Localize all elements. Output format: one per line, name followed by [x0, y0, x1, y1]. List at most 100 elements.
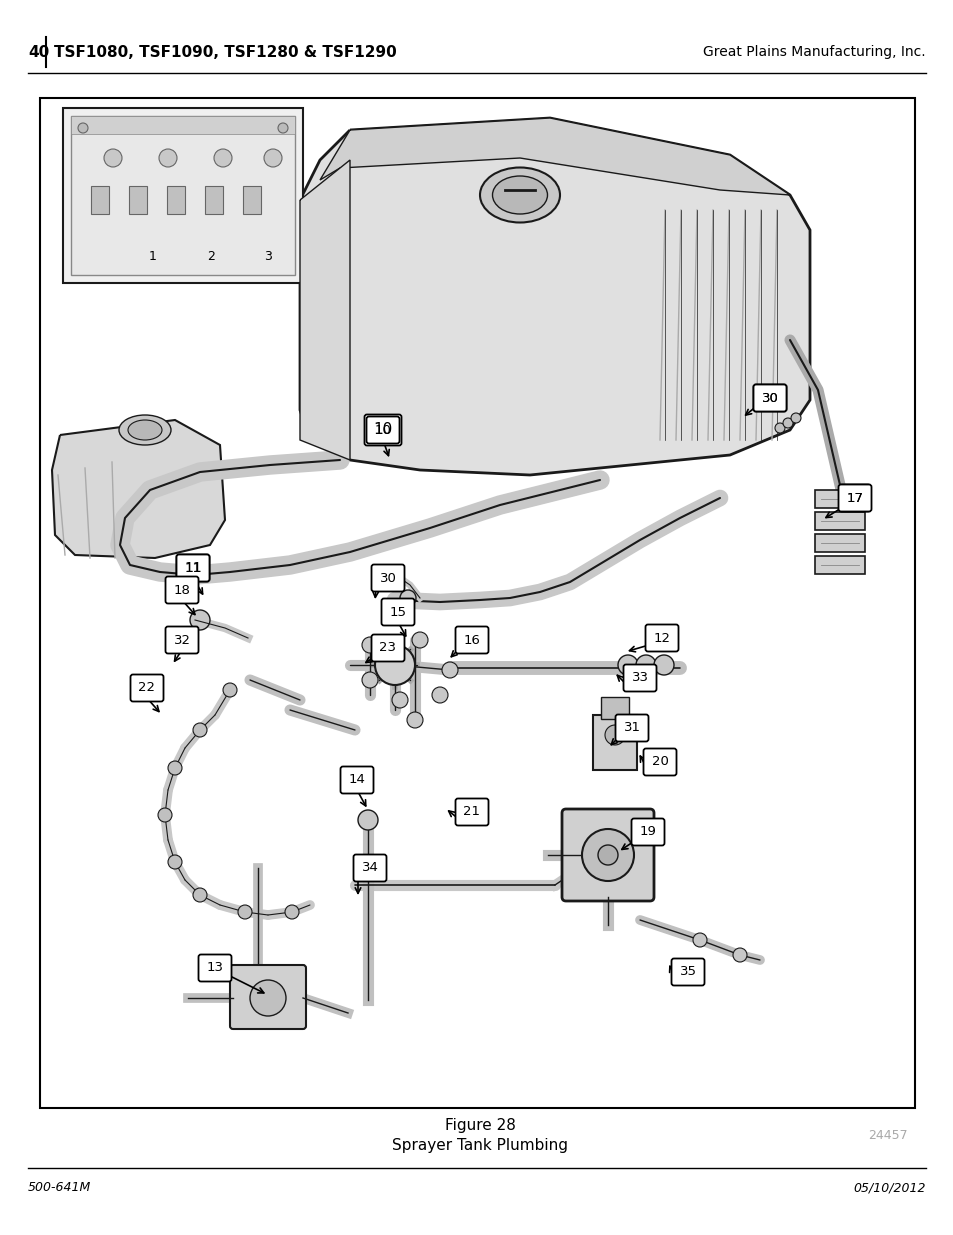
Text: Great Plains Manufacturing, Inc.: Great Plains Manufacturing, Inc.: [702, 44, 925, 59]
PathPatch shape: [52, 420, 225, 558]
FancyBboxPatch shape: [165, 626, 198, 653]
Text: 30: 30: [760, 391, 778, 405]
FancyBboxPatch shape: [643, 748, 676, 776]
FancyBboxPatch shape: [838, 484, 871, 511]
Circle shape: [237, 905, 252, 919]
Text: 10: 10: [373, 422, 393, 437]
PathPatch shape: [299, 119, 809, 475]
Circle shape: [264, 149, 282, 167]
FancyBboxPatch shape: [371, 564, 404, 592]
Text: 24457: 24457: [867, 1130, 907, 1142]
Circle shape: [692, 932, 706, 947]
Bar: [205, 186, 223, 214]
Bar: [91, 186, 109, 214]
Text: 11: 11: [184, 562, 201, 574]
FancyBboxPatch shape: [561, 809, 654, 902]
FancyBboxPatch shape: [455, 799, 488, 825]
Circle shape: [604, 725, 624, 745]
FancyBboxPatch shape: [753, 384, 785, 411]
Circle shape: [790, 412, 801, 424]
Circle shape: [392, 692, 408, 708]
FancyBboxPatch shape: [176, 555, 210, 582]
Text: 23: 23: [379, 641, 396, 655]
FancyBboxPatch shape: [230, 965, 306, 1029]
Circle shape: [159, 149, 177, 167]
Bar: [167, 186, 185, 214]
Text: 30: 30: [760, 391, 778, 405]
Circle shape: [618, 655, 638, 676]
PathPatch shape: [299, 161, 350, 459]
Circle shape: [412, 632, 428, 648]
Circle shape: [654, 655, 673, 676]
Text: TSF1080, TSF1090, TSF1280 & TSF1290: TSF1080, TSF1090, TSF1280 & TSF1290: [54, 44, 396, 59]
Bar: [71, 116, 294, 275]
Text: Figure 28: Figure 28: [444, 1119, 515, 1134]
Bar: [600, 697, 628, 719]
Circle shape: [223, 683, 236, 697]
Circle shape: [158, 808, 172, 823]
Circle shape: [598, 845, 618, 864]
Circle shape: [168, 761, 182, 776]
Circle shape: [190, 610, 210, 630]
Circle shape: [193, 722, 207, 737]
Text: 14: 14: [348, 773, 365, 787]
Circle shape: [285, 905, 298, 919]
Ellipse shape: [119, 415, 171, 445]
Circle shape: [782, 417, 792, 429]
Text: 19: 19: [639, 825, 656, 839]
Circle shape: [104, 149, 122, 167]
Circle shape: [441, 662, 457, 678]
FancyBboxPatch shape: [131, 674, 163, 701]
Circle shape: [361, 672, 377, 688]
FancyBboxPatch shape: [366, 416, 399, 443]
FancyBboxPatch shape: [165, 577, 198, 604]
FancyBboxPatch shape: [623, 664, 656, 692]
FancyBboxPatch shape: [354, 855, 386, 882]
Bar: [243, 186, 261, 214]
Text: 500-641M: 500-641M: [28, 1182, 91, 1194]
FancyBboxPatch shape: [381, 599, 414, 625]
Ellipse shape: [128, 420, 162, 440]
FancyBboxPatch shape: [671, 958, 703, 986]
FancyBboxPatch shape: [371, 635, 404, 662]
Text: 10: 10: [375, 424, 391, 436]
Text: 21: 21: [463, 805, 480, 819]
Bar: [129, 186, 147, 214]
Circle shape: [361, 637, 377, 653]
Circle shape: [277, 124, 288, 133]
Bar: [63, 107, 303, 283]
Text: 40: 40: [28, 44, 50, 59]
Text: 18: 18: [173, 583, 191, 597]
Bar: [814, 513, 864, 530]
Text: 1: 1: [149, 249, 157, 263]
Text: 30: 30: [379, 572, 396, 584]
FancyBboxPatch shape: [615, 715, 648, 741]
Text: 3: 3: [264, 249, 272, 263]
Bar: [40, 98, 914, 1108]
Bar: [814, 490, 864, 508]
Bar: [814, 534, 864, 552]
Circle shape: [732, 948, 746, 962]
Bar: [71, 116, 294, 135]
Circle shape: [213, 149, 232, 167]
Text: 05/10/2012: 05/10/2012: [853, 1182, 925, 1194]
FancyBboxPatch shape: [839, 484, 869, 511]
Text: 33: 33: [631, 672, 648, 684]
Text: 32: 32: [173, 634, 191, 646]
Text: 13: 13: [206, 962, 223, 974]
Text: 35: 35: [679, 966, 696, 978]
FancyBboxPatch shape: [364, 415, 401, 446]
Circle shape: [375, 645, 415, 685]
FancyBboxPatch shape: [340, 767, 374, 794]
Text: 22: 22: [138, 682, 155, 694]
Text: 17: 17: [845, 492, 862, 505]
Text: 34: 34: [361, 862, 378, 874]
FancyBboxPatch shape: [198, 955, 232, 982]
Text: 17: 17: [845, 492, 862, 505]
Circle shape: [581, 829, 634, 881]
Text: 31: 31: [623, 721, 639, 735]
Text: 12: 12: [653, 631, 670, 645]
Circle shape: [168, 855, 182, 869]
Text: Sprayer Tank Plumbing: Sprayer Tank Plumbing: [392, 1139, 567, 1153]
Circle shape: [357, 810, 377, 830]
